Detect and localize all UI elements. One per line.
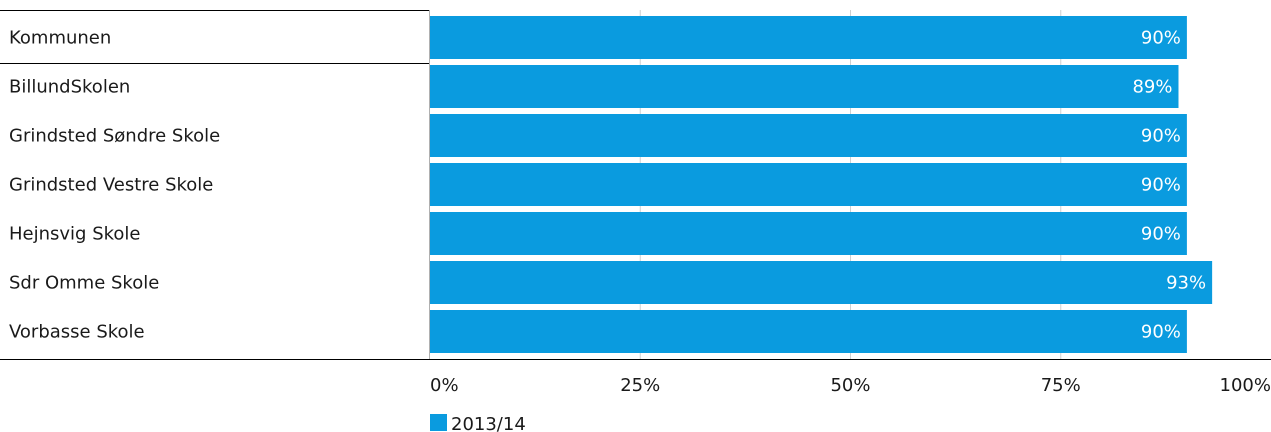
category-label: Sdr Omme Skole xyxy=(9,273,159,294)
x-tick-label: 0% xyxy=(430,375,459,396)
bar xyxy=(430,310,1187,353)
legend-label: 2013/14 xyxy=(451,414,526,432)
x-tick-label: 75% xyxy=(1041,375,1081,396)
data-label: 90% xyxy=(1141,126,1181,147)
data-label: 90% xyxy=(1141,175,1181,196)
bar xyxy=(430,114,1187,157)
bar xyxy=(430,261,1213,304)
data-label: 90% xyxy=(1141,28,1181,49)
category-label: Vorbasse Skole xyxy=(9,322,145,343)
data-label: 89% xyxy=(1132,77,1172,98)
bar xyxy=(430,212,1187,255)
category-label: Hejnsvig Skole xyxy=(9,224,141,245)
category-label: Kommunen xyxy=(9,28,111,49)
bar xyxy=(430,163,1187,206)
data-label: 93% xyxy=(1166,273,1206,294)
category-label: BillundSkolen xyxy=(9,77,130,98)
data-label: 90% xyxy=(1141,224,1181,245)
legend-swatch xyxy=(430,414,447,431)
x-tick-label: 100% xyxy=(1220,375,1271,396)
category-label: Grindsted Vestre Skole xyxy=(9,175,213,196)
x-tick-label: 50% xyxy=(830,375,870,396)
category-label: Grindsted Søndre Skole xyxy=(9,126,220,147)
x-tick-label: 25% xyxy=(620,375,660,396)
bar xyxy=(430,16,1187,59)
bar xyxy=(430,65,1179,108)
data-label: 90% xyxy=(1141,322,1181,343)
